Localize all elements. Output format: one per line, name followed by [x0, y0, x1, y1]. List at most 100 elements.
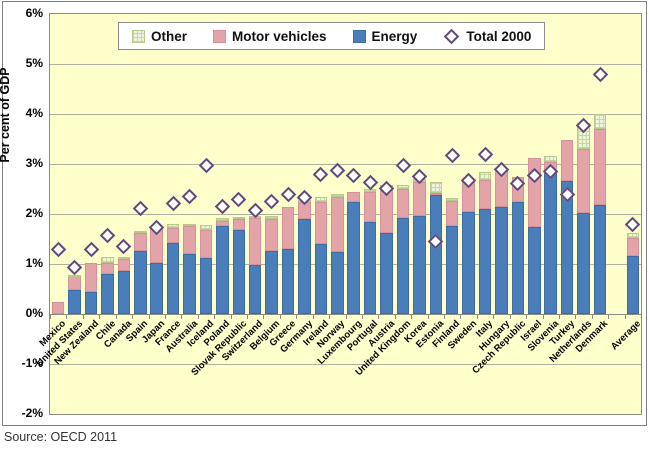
- bar-segment-motor-vehicles: [478, 180, 492, 209]
- motor-vehicles-swatch-icon: [213, 29, 227, 43]
- legend-label-motor-vehicles: Motor vehicles: [232, 28, 327, 44]
- total-2000-marker: [280, 186, 296, 202]
- bar-segment-motor-vehicles: [560, 140, 574, 181]
- x-axis-tick: [115, 315, 117, 319]
- bar-segment-energy: [216, 225, 229, 314]
- bar-segment-motor-vehicles: [248, 217, 262, 265]
- x-axis-tick: [345, 315, 347, 319]
- bar-segment-other: [593, 113, 607, 129]
- x-axis-tick: [181, 315, 183, 319]
- x-axis-tick: [444, 315, 445, 319]
- legend-label-other: Other: [151, 28, 188, 44]
- gridline: [50, 114, 641, 115]
- bar-segment-motor-vehicles: [413, 181, 426, 216]
- total-2000-marker: [395, 157, 411, 173]
- total-2000-marker: [625, 216, 641, 233]
- bar-segment-other: [166, 224, 180, 228]
- bar-segment-energy: [544, 172, 557, 314]
- bar-segment-motor-vehicles: [84, 263, 98, 292]
- bar-segment-energy: [298, 218, 311, 314]
- plot-area: Mexico United States New Zealand Chile Canad…: [34, 13, 643, 415]
- total-2000-marker: [99, 227, 116, 244]
- bar-segment-energy: [314, 243, 328, 314]
- bar-segment-motor-vehicles: [331, 197, 344, 252]
- bar-segment-energy: [511, 201, 525, 314]
- x-axis-tick: [329, 315, 331, 319]
- bar-segment-energy: [68, 290, 81, 314]
- bar-segment-other: [478, 171, 492, 180]
- bar-segment-energy: [495, 206, 508, 314]
- bar-segment-energy: [593, 204, 607, 314]
- total-2000-marker: [165, 195, 181, 212]
- x-axis-tick: [197, 315, 199, 319]
- y-tick-label: 3%: [25, 156, 43, 170]
- bar-segment-other: [101, 257, 114, 263]
- x-axis-tick: [575, 315, 577, 319]
- total-2000-marker: [116, 238, 132, 255]
- bar-segment-motor-vehicles: [265, 219, 278, 251]
- bar-segment-energy: [560, 181, 574, 314]
- legend-label-total-2000: Total 2000: [466, 28, 532, 44]
- bar-segment-energy: [248, 265, 262, 314]
- total-2000-marker: [313, 166, 329, 182]
- bar-segment-motor-vehicles: [577, 149, 590, 213]
- total-2000-marker: [362, 174, 378, 191]
- bar-segment-other: [626, 233, 640, 238]
- total-2000-marker: [592, 66, 608, 83]
- bar-segment-motor-vehicles: [314, 201, 328, 244]
- bar-segment-other: [68, 275, 81, 277]
- bar-segment-energy: [281, 248, 295, 314]
- bar-segment-other: [445, 198, 459, 201]
- bar-segment-energy: [199, 258, 213, 314]
- bar-segment-motor-vehicles: [626, 237, 640, 256]
- bar-segment-other: [232, 217, 246, 219]
- x-axis-tick: [641, 315, 642, 319]
- bar-segment-energy: [413, 215, 426, 314]
- bar-segment-energy: [166, 243, 180, 314]
- bar-segment-motor-vehicles: [347, 191, 360, 202]
- bar-segment-motor-vehicles: [281, 207, 295, 249]
- bar-segment-motor-vehicles: [593, 128, 607, 205]
- bar-segment-motor-vehicles: [166, 228, 180, 243]
- bar-segment-motor-vehicles: [117, 259, 131, 271]
- total-2000-marker: [66, 259, 83, 276]
- bar-segment-motor-vehicles: [445, 200, 459, 226]
- bar-segment-energy: [577, 213, 590, 314]
- x-axis-tick: [542, 315, 544, 319]
- bar-segment-motor-vehicles: [216, 220, 229, 226]
- legend: Other Motor vehicles Energy Total 2000: [118, 22, 546, 50]
- energy-swatch-icon: [352, 29, 366, 43]
- total-2000-marker: [181, 188, 198, 205]
- bar-segment-energy: [150, 263, 163, 314]
- bar-segment-other: [331, 193, 344, 197]
- bar-segment-energy: [380, 233, 393, 314]
- total-2000-marker: [83, 241, 99, 258]
- y-tick-label: 6%: [25, 6, 43, 20]
- bar-segment-energy: [347, 202, 360, 314]
- legend-item-motor-vehicles: Motor vehicles: [213, 29, 327, 44]
- legend-item-energy: Energy: [352, 29, 417, 44]
- bar-segment-motor-vehicles: [134, 233, 147, 251]
- bar-segment-motor-vehicles: [183, 225, 196, 254]
- x-axis-tick: [361, 315, 363, 319]
- x-axis-tick: [230, 315, 232, 319]
- bar-segment-other: [199, 225, 213, 230]
- x-axis-tick: [99, 315, 101, 319]
- x-axis-tick: [296, 315, 298, 319]
- y-tick-label: 0%: [25, 306, 43, 320]
- bar-segment-motor-vehicles: [199, 230, 213, 258]
- gridline: [50, 264, 641, 265]
- x-axis-tick: [476, 315, 478, 319]
- x-axis-tick: [411, 315, 413, 319]
- bar-segment-energy: [84, 292, 98, 314]
- bar-segment-motor-vehicles: [363, 191, 377, 222]
- bar-segment-other: [544, 155, 557, 162]
- other-swatch-icon: [132, 29, 145, 43]
- bar-segment-energy: [183, 254, 196, 314]
- gridline: [50, 214, 641, 215]
- x-axis-tick: [279, 315, 281, 319]
- bar-segment-energy: [265, 250, 278, 314]
- x-axis-tick: [148, 315, 150, 319]
- x-axis-tick: [247, 315, 248, 319]
